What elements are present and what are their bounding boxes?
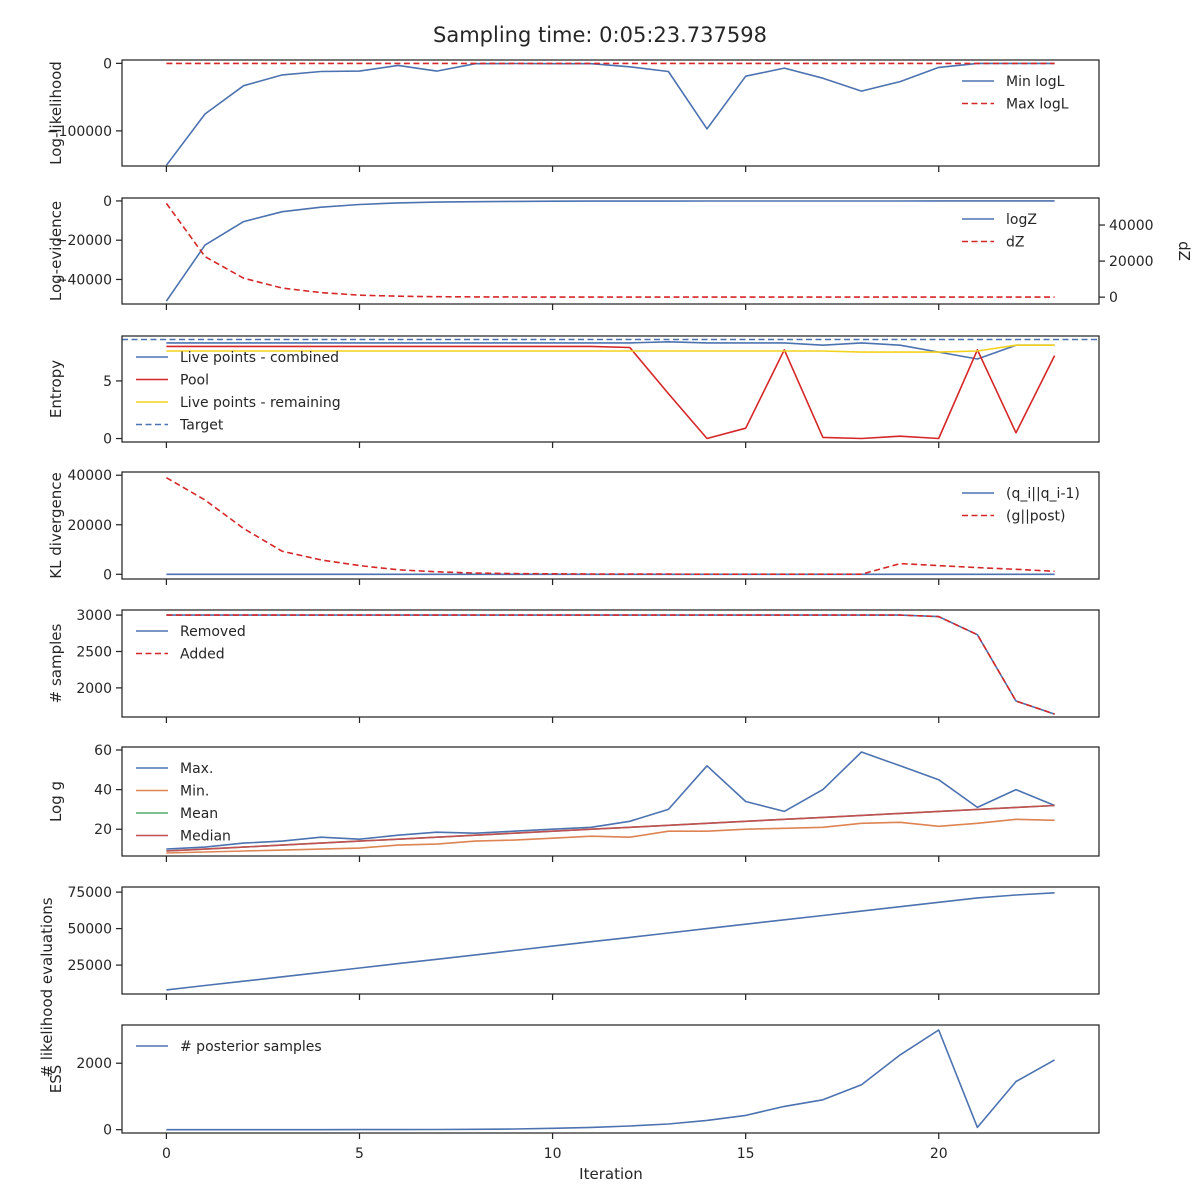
legend-label: Live points - combined	[180, 350, 339, 366]
ytick-label: 5	[103, 374, 112, 390]
legend-label: Max.	[180, 761, 213, 777]
ytick-right-label: 40000	[1109, 218, 1154, 234]
xtick-label: 15	[737, 1146, 755, 1162]
ytick-label: 25000	[67, 958, 112, 974]
ylabel: ESS	[47, 1065, 65, 1094]
ytick-label: −100000	[47, 124, 112, 140]
ytick-label: 60	[94, 743, 112, 759]
series-line-logg-3	[166, 804, 1055, 852]
series-line-entropy-1	[166, 345, 1056, 440]
ytick-label: 50000	[67, 922, 112, 938]
xtick-label: 5	[355, 1146, 364, 1162]
legend-label: Target	[179, 418, 224, 434]
ytick-label: −40000	[56, 272, 112, 288]
axes-frame	[121, 335, 1100, 443]
ytick-label: 2000	[76, 1056, 112, 1072]
panel-logevidence: 0 −20000 −40000 0 20000 40000 dZ Log-evidence lo…	[47, 194, 1193, 310]
legend-label: logZ	[1006, 212, 1037, 228]
ytick-label: 40	[94, 783, 112, 799]
legend-label: Median	[180, 829, 231, 845]
legend-label: dZ	[1006, 235, 1024, 251]
legend-label: Added	[180, 647, 225, 663]
series-line-entropy-0	[166, 340, 1055, 360]
xtick-label: 20	[930, 1146, 948, 1162]
series-line-logevidence-0	[165, 200, 1055, 302]
legend-label: Removed	[180, 624, 246, 640]
ylabel: # samples	[47, 623, 65, 703]
legend-label: Live points - remaining	[180, 395, 341, 411]
legend-label: (g||post)	[1006, 509, 1065, 525]
ytick-label: 40000	[67, 468, 112, 484]
ytick-label: 0	[103, 432, 112, 448]
legend-label: Min logL	[1006, 74, 1065, 90]
ylabel: KL divergence	[47, 472, 65, 578]
ylabel: Log-likelihood	[47, 61, 65, 165]
ylabel: Log-evidence	[47, 201, 65, 301]
axes-frame	[121, 1024, 1100, 1134]
legend-label: Max logL	[1006, 97, 1069, 113]
series-line-kl-1	[165, 477, 1055, 576]
ylabel: Entropy	[47, 360, 65, 418]
ylabel: # likelihood evaluations	[38, 897, 56, 1077]
legend-label: (q_i||q_i-1)	[1006, 486, 1080, 502]
ytick-label: 75000	[67, 885, 112, 901]
series-line-samples-1	[166, 614, 1055, 715]
series-line-ess-0	[166, 1029, 1055, 1131]
x-axis-label: Iteration	[579, 1165, 643, 1183]
legend-entropy: Live points - combined Pool Live points - …	[136, 350, 341, 434]
legend-samples: Removed Added	[136, 624, 246, 663]
ytick-label: −20000	[56, 233, 112, 249]
axes-frame	[121, 59, 1100, 167]
ytick-label: 0	[103, 56, 112, 72]
ytick-label: 0	[103, 1123, 112, 1139]
ytick-label: 0	[103, 567, 112, 583]
ytick-right-label: 20000	[1109, 254, 1154, 270]
xtick-label: 10	[544, 1146, 562, 1162]
legend-logg: Max. Min. Mean Median	[136, 761, 231, 845]
ytick-label: 0	[103, 194, 112, 210]
ytick-label: 20	[94, 822, 112, 838]
ylabel: Log g	[47, 781, 65, 822]
legend-label: # posterior samples	[180, 1039, 322, 1055]
series-line-logevidence-1	[165, 202, 1055, 298]
ytick-right-label: 0	[1109, 290, 1118, 306]
series-line-loglike-0	[165, 62, 1055, 166]
legend-loglike: Min logL Max logL	[962, 74, 1069, 113]
legend-logevidence: logZ dZ	[962, 212, 1037, 251]
panel-logg: 60 40 20 Log g Max. Min. Mean Median	[47, 743, 1100, 862]
panel-nlike: 75000 50000 25000 # likelihood evaluations	[38, 885, 1100, 1078]
ylabel-right: dZ	[1175, 241, 1193, 261]
legend-kl: (q_i||q_i-1) (g||post)	[962, 486, 1080, 525]
legend-ess: # posterior samples	[136, 1039, 322, 1055]
series-line-logg-0	[166, 751, 1055, 850]
axes-frame	[121, 609, 1100, 718]
xtick-label: 0	[162, 1146, 171, 1162]
axes-frame	[121, 197, 1100, 305]
axes-frame	[121, 746, 1100, 857]
legend-label: Mean	[180, 806, 218, 822]
series-line-samples-0	[166, 614, 1055, 715]
axes-frame	[121, 886, 1100, 995]
panel-ess: 2000 0 0 5 10 15 20 ESS # posterior samples	[47, 1024, 1100, 1162]
ytick-label: 3000	[76, 608, 112, 624]
legend-label: Min.	[180, 784, 209, 800]
axes-frame	[121, 471, 1100, 580]
series-line-logg-1	[166, 818, 1055, 854]
ytick-label: 2000	[76, 681, 112, 697]
panel-samples: 3000 2500 2000 # samples Removed Added	[47, 608, 1100, 723]
ytick-label: 20000	[67, 518, 112, 534]
series-line-entropy-2	[166, 344, 1055, 353]
legend-label: Pool	[180, 373, 209, 389]
series-line-nlike-0	[166, 892, 1055, 991]
figure-title: Sampling time: 0:05:23.737598	[433, 23, 767, 47]
ytick-label: 2500	[76, 644, 112, 660]
